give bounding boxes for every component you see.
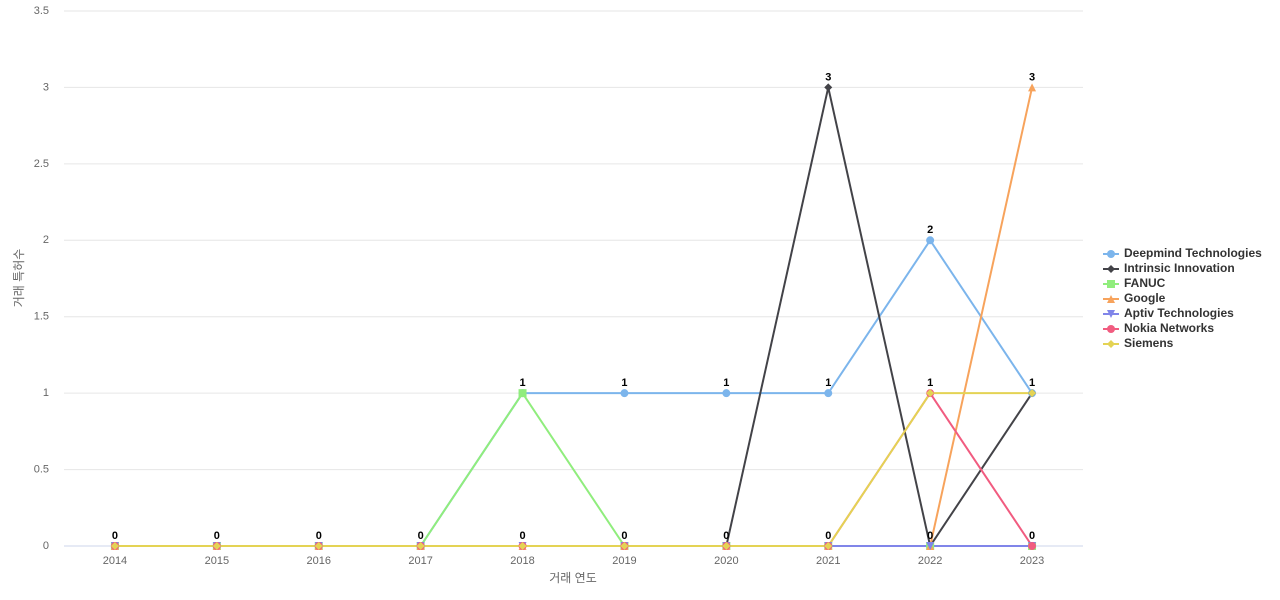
legend-symbol <box>1107 325 1115 333</box>
data-label: 2 <box>927 224 933 236</box>
y-tick-label: 1 <box>43 387 49 399</box>
marker <box>518 542 527 550</box>
x-axis-title: 거래 연도 <box>549 571 597 585</box>
x-tick-label: 2019 <box>612 555 636 567</box>
x-tick-label: 2020 <box>714 555 738 567</box>
y-tick-label: 2 <box>43 234 49 246</box>
marker <box>926 542 935 550</box>
marker <box>1028 542 1037 550</box>
legend-label: FANUC <box>1124 276 1166 290</box>
marker <box>212 542 221 550</box>
data-label: 1 <box>825 377 831 389</box>
data-label: 0 <box>927 530 933 542</box>
data-label: 1 <box>621 377 627 389</box>
x-tick-label: 2023 <box>1020 555 1044 567</box>
legend-label: Aptiv Technologies <box>1124 306 1234 320</box>
legend-symbol <box>1107 295 1115 303</box>
marker <box>110 542 119 550</box>
marker <box>620 542 629 550</box>
marker <box>314 542 323 550</box>
data-label: 1 <box>1029 377 1035 389</box>
legend-label: Nokia Networks <box>1124 321 1214 335</box>
marker <box>722 542 731 550</box>
data-label: 1 <box>519 377 525 389</box>
y-tick-label: 3 <box>43 81 49 93</box>
legend-symbol <box>1107 310 1115 318</box>
x-tick-label: 2017 <box>408 555 432 567</box>
x-tick-label: 2021 <box>816 555 840 567</box>
data-label: 0 <box>621 530 627 542</box>
y-tick-label: 2.5 <box>34 158 49 170</box>
y-tick-label: 0 <box>43 540 49 552</box>
legend-label: Deepmind Technologies <box>1124 246 1262 260</box>
marker <box>926 236 935 245</box>
data-label: 0 <box>214 530 220 542</box>
marker <box>926 389 935 398</box>
marker <box>1028 389 1037 398</box>
marker <box>722 389 731 398</box>
y-tick-label: 1.5 <box>34 311 49 323</box>
x-tick-label: 2016 <box>307 555 331 567</box>
data-label: 0 <box>825 530 831 542</box>
legend-symbol <box>1107 280 1115 288</box>
data-label: 3 <box>825 71 831 83</box>
y-tick-label: 3.5 <box>34 5 49 17</box>
data-label: 0 <box>112 530 118 542</box>
series-line <box>114 392 1033 547</box>
marker <box>824 389 833 398</box>
y-tick-label: 0.5 <box>34 463 49 475</box>
legend-label: Google <box>1124 291 1166 305</box>
legend-label: Intrinsic Innovation <box>1124 261 1235 275</box>
legend-label: Siemens <box>1124 336 1174 350</box>
x-tick-label: 2022 <box>918 555 942 567</box>
legend-symbol <box>1107 250 1115 258</box>
data-label: 0 <box>316 530 322 542</box>
data-label: 0 <box>418 530 424 542</box>
data-label: 1 <box>723 377 729 389</box>
x-tick-label: 2014 <box>103 555 127 567</box>
x-tick-label: 2015 <box>205 555 229 567</box>
marker <box>620 389 629 398</box>
x-tick-label: 2018 <box>510 555 534 567</box>
legend-symbol <box>1107 340 1115 348</box>
data-label: 0 <box>519 530 525 542</box>
data-label: 1 <box>927 377 933 389</box>
marker <box>824 83 833 92</box>
marker <box>416 542 425 550</box>
data-label: 0 <box>723 530 729 542</box>
marker <box>1028 83 1037 92</box>
data-label: 3 <box>1029 71 1035 83</box>
marker <box>518 389 527 398</box>
data-label: 0 <box>1029 530 1035 542</box>
y-axis-title: 거래 특허수 <box>12 249 26 308</box>
legend-symbol <box>1107 265 1115 273</box>
marker <box>824 542 833 550</box>
